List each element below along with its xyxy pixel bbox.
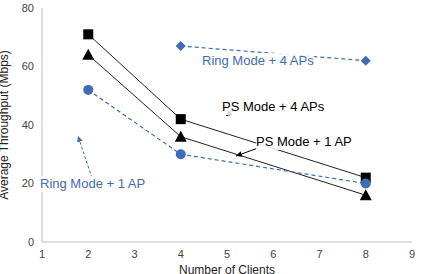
svg-text:6: 6 [270, 248, 276, 260]
svg-text:1: 1 [39, 248, 45, 260]
svg-text:80: 80 [22, 2, 34, 14]
html-text:PS Mode + 1 AP: PS Mode + 1 AP [256, 134, 352, 149]
svg-text:8: 8 [363, 248, 369, 260]
svg-text:60: 60 [22, 60, 34, 72]
svg-text:5: 5 [224, 248, 230, 260]
svg-text:40: 40 [22, 119, 34, 131]
svg-text:3: 3 [131, 248, 137, 260]
svg-text:Average Throughput (Mbps): Average Throughput (Mbps) [8, 50, 11, 200]
html-text:Ring Mode + 1 AP: Ring Mode + 1 AP [40, 176, 146, 191]
html-text:PS Mode + 4 APs: PS Mode + 4 APs [222, 99, 325, 114]
html-text:Ring Mode + 4 APs: Ring Mode + 4 APs [202, 53, 314, 68]
svg-text:2: 2 [85, 248, 91, 260]
svg-text:7: 7 [316, 248, 322, 260]
svg-text:9: 9 [409, 248, 414, 260]
svg-text:4: 4 [178, 248, 184, 260]
svg-text:20: 20 [22, 177, 34, 189]
svg-text:0: 0 [28, 236, 34, 248]
svg-text:Number of Clients: Number of Clients [179, 263, 275, 274]
